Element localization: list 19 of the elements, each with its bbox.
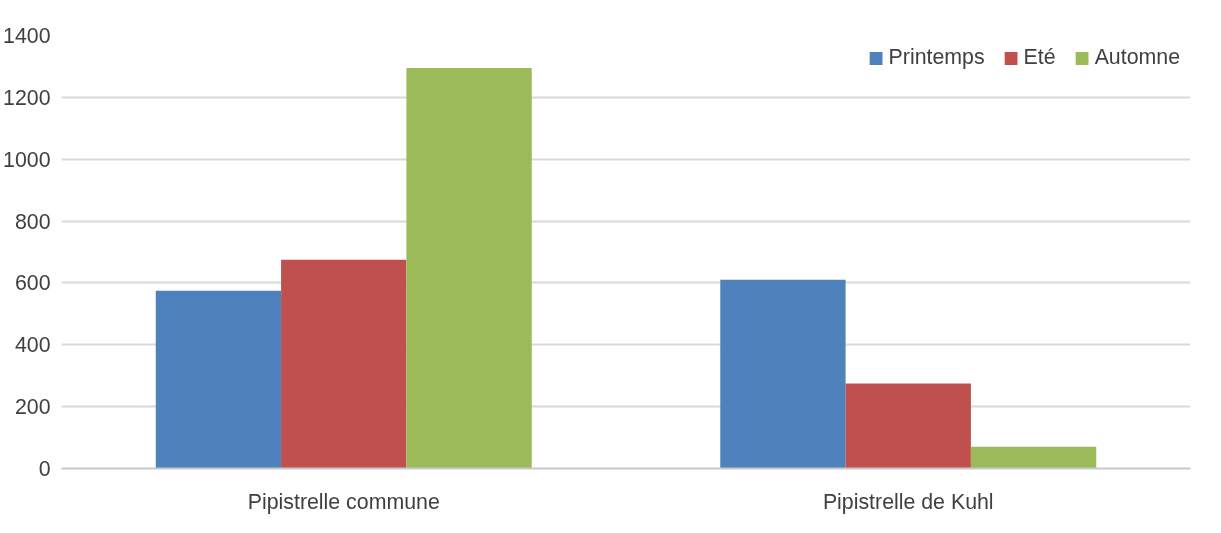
legend-label: Automne [1094, 45, 1180, 70]
legend-label: Eté [1023, 45, 1056, 70]
x-tick-label: Pipistrelle commune [247, 489, 440, 514]
y-tick-label: 600 [14, 271, 51, 296]
bar [406, 67, 532, 469]
y-tick-label: 800 [14, 209, 51, 234]
bar [720, 279, 846, 469]
x-tick-label: Pipistrelle de Kuhl [822, 489, 994, 514]
y-tick-label: 1400 [3, 24, 51, 48]
bar [155, 290, 282, 469]
bar [281, 259, 407, 469]
bar [970, 446, 1097, 469]
y-tick-label: 200 [14, 395, 51, 420]
bar [845, 383, 971, 469]
legend-label: Printemps [888, 45, 985, 70]
y-tick-label: 1000 [3, 147, 51, 172]
y-tick-label: 0 [38, 457, 51, 481]
y-tick-label: 400 [14, 333, 51, 358]
y-tick-label: 1200 [3, 85, 51, 110]
